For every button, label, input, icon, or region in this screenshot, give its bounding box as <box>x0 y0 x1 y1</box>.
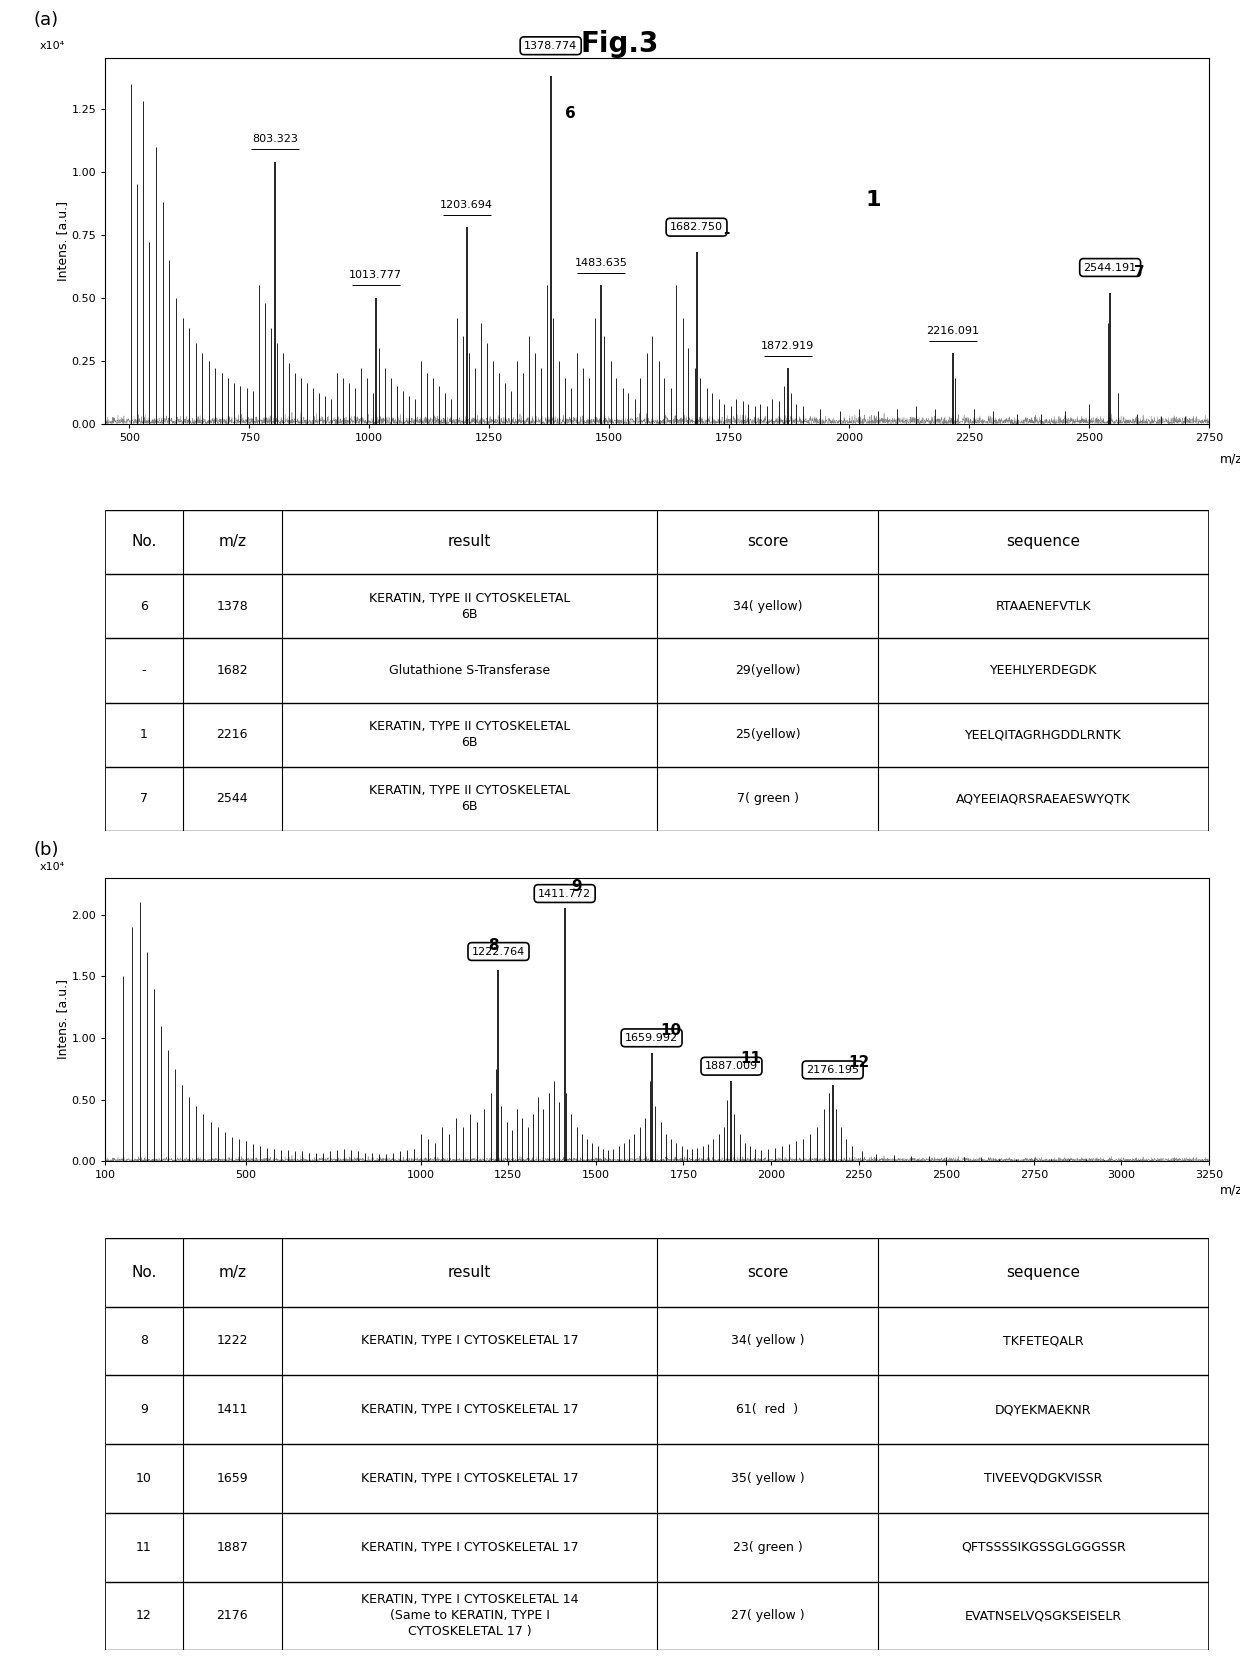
Text: 2216.091: 2216.091 <box>926 325 980 335</box>
Text: 1872.919: 1872.919 <box>761 340 815 350</box>
Text: 34( yellow ): 34( yellow ) <box>730 1334 805 1347</box>
Text: 7: 7 <box>140 792 148 805</box>
Text: 1682.750: 1682.750 <box>670 222 723 232</box>
Text: 1378: 1378 <box>217 600 248 612</box>
Text: 23( green ): 23( green ) <box>733 1540 802 1554</box>
Text: 1222: 1222 <box>217 1334 248 1347</box>
Text: 1887.009: 1887.009 <box>704 1062 758 1072</box>
Text: 1: 1 <box>140 728 148 742</box>
Text: KERATIN, TYPE I CYTOSKELETAL 17: KERATIN, TYPE I CYTOSKELETAL 17 <box>361 1540 578 1554</box>
Text: 12: 12 <box>136 1609 153 1622</box>
Text: result: result <box>448 1265 491 1280</box>
Text: 2176: 2176 <box>217 1609 248 1622</box>
Text: 8: 8 <box>489 939 498 954</box>
Text: TIVEEVQDGKVISSR: TIVEEVQDGKVISSR <box>985 1472 1102 1485</box>
Text: 803.323: 803.323 <box>252 133 298 143</box>
Text: 11: 11 <box>136 1540 153 1554</box>
Text: 11: 11 <box>740 1052 761 1067</box>
Text: score: score <box>746 533 789 548</box>
Text: 7: 7 <box>1135 265 1145 280</box>
Text: 9: 9 <box>140 1404 148 1417</box>
Text: 61(  red  ): 61( red ) <box>737 1404 799 1417</box>
Text: m/z: m/z <box>218 533 247 548</box>
Text: 7( green ): 7( green ) <box>737 792 799 805</box>
Text: (b): (b) <box>33 840 60 859</box>
Text: 35( yellow ): 35( yellow ) <box>730 1472 805 1485</box>
Text: 25(yellow): 25(yellow) <box>735 728 800 742</box>
Text: 2544: 2544 <box>217 792 248 805</box>
Text: RTAAENEFVTLK: RTAAENEFVTLK <box>996 600 1091 612</box>
Text: 1483.635: 1483.635 <box>574 257 627 267</box>
Text: 10: 10 <box>136 1472 153 1485</box>
Text: 9: 9 <box>572 879 583 894</box>
Text: m/z: m/z <box>218 1265 247 1280</box>
Text: (a): (a) <box>33 12 58 28</box>
Text: -: - <box>723 225 729 240</box>
Y-axis label: Intens. [a.u.]: Intens. [a.u.] <box>56 979 69 1059</box>
Text: 2176.195: 2176.195 <box>806 1065 859 1075</box>
Text: YEEHLYERDEGDK: YEEHLYERDEGDK <box>990 663 1097 677</box>
Text: 1378.774: 1378.774 <box>525 40 578 50</box>
Text: 34( yellow): 34( yellow) <box>733 600 802 612</box>
Text: KERATIN, TYPE I CYTOSKELETAL 14
(Same to KERATIN, TYPE I
CYTOSKELETAL 17 ): KERATIN, TYPE I CYTOSKELETAL 14 (Same to… <box>361 1594 578 1639</box>
Text: 1203.694: 1203.694 <box>440 200 494 210</box>
Text: DQYEKMAEKNR: DQYEKMAEKNR <box>996 1404 1091 1417</box>
Text: 1222.764: 1222.764 <box>472 947 525 957</box>
Text: 2216: 2216 <box>217 728 248 742</box>
Text: 2544.191: 2544.191 <box>1084 262 1137 272</box>
Text: 1659: 1659 <box>217 1472 248 1485</box>
Text: x10⁴: x10⁴ <box>40 42 64 52</box>
Text: 1682: 1682 <box>217 663 248 677</box>
Text: 6: 6 <box>140 600 148 612</box>
Text: KERATIN, TYPE I CYTOSKELETAL 17: KERATIN, TYPE I CYTOSKELETAL 17 <box>361 1472 578 1485</box>
Text: Glutathione S-Transferase: Glutathione S-Transferase <box>389 663 551 677</box>
Text: 1659.992: 1659.992 <box>625 1034 678 1044</box>
Text: 27( yellow ): 27( yellow ) <box>730 1609 805 1622</box>
Text: 1013.777: 1013.777 <box>348 270 402 280</box>
Text: KERATIN, TYPE II CYTOSKELETAL
6B: KERATIN, TYPE II CYTOSKELETAL 6B <box>370 592 570 620</box>
Text: 1411.772: 1411.772 <box>538 889 591 899</box>
Text: 12: 12 <box>848 1055 869 1070</box>
Text: 1411: 1411 <box>217 1404 248 1417</box>
Text: 1887: 1887 <box>216 1540 248 1554</box>
Text: 10: 10 <box>661 1024 682 1039</box>
Text: score: score <box>746 1265 789 1280</box>
Text: 1: 1 <box>866 190 880 210</box>
Text: KERATIN, TYPE II CYTOSKELETAL
6B: KERATIN, TYPE II CYTOSKELETAL 6B <box>370 720 570 748</box>
Text: EVATNSELVQSGKSEISELR: EVATNSELVQSGKSEISELR <box>965 1609 1122 1622</box>
Text: 8: 8 <box>140 1334 148 1347</box>
Text: KERATIN, TYPE II CYTOSKELETAL
6B: KERATIN, TYPE II CYTOSKELETAL 6B <box>370 785 570 813</box>
Text: sequence: sequence <box>1007 533 1080 548</box>
Text: sequence: sequence <box>1007 1265 1080 1280</box>
Text: result: result <box>448 533 491 548</box>
Text: KERATIN, TYPE I CYTOSKELETAL 17: KERATIN, TYPE I CYTOSKELETAL 17 <box>361 1404 578 1417</box>
Text: No.: No. <box>131 1265 156 1280</box>
Text: TKFETEQALR: TKFETEQALR <box>1003 1334 1084 1347</box>
Text: -: - <box>141 663 146 677</box>
Text: No.: No. <box>131 533 156 548</box>
Text: KERATIN, TYPE I CYTOSKELETAL 17: KERATIN, TYPE I CYTOSKELETAL 17 <box>361 1334 578 1347</box>
Text: Fig.3: Fig.3 <box>580 30 660 58</box>
Text: x10⁴: x10⁴ <box>40 862 64 872</box>
Text: 29(yellow): 29(yellow) <box>735 663 800 677</box>
Text: 6: 6 <box>565 107 575 122</box>
Text: YEELQITAGRHGDDLRNTK: YEELQITAGRHGDDLRNTK <box>965 728 1122 742</box>
Text: AQYEEIAQRSRAEAESWYQTK: AQYEEIAQRSRAEAESWYQTK <box>956 792 1131 805</box>
Text: m/z: m/z <box>1220 453 1240 467</box>
Text: m/z: m/z <box>1220 1184 1240 1197</box>
Text: QFTSSSSIKGSSGLGGGSSR: QFTSSSSIKGSSGLGGGSSR <box>961 1540 1126 1554</box>
Y-axis label: Intens. [a.u.]: Intens. [a.u.] <box>56 202 69 282</box>
